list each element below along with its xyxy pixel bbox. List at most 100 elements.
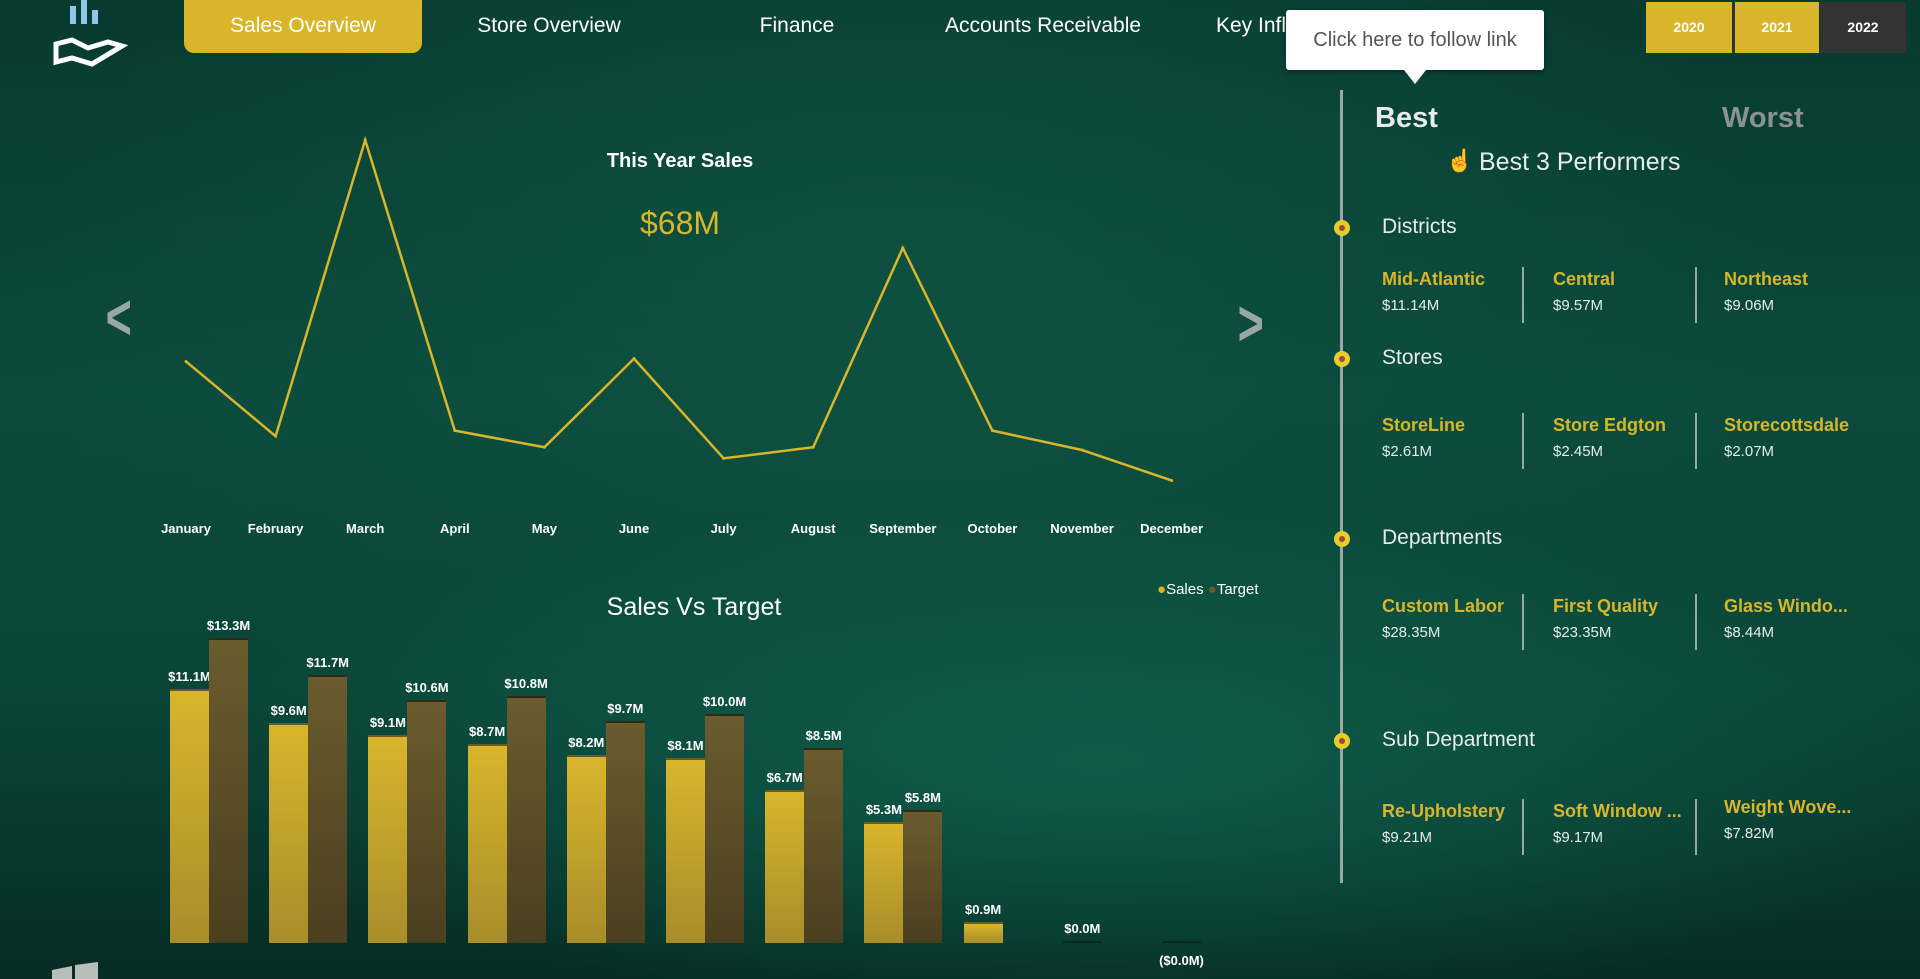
timeline-dot — [1334, 531, 1350, 547]
sales-data-label: $5.3M — [865, 801, 902, 817]
hand-cursor-icon: ☝ — [1446, 148, 1474, 173]
target-bar[interactable] — [407, 700, 447, 943]
target-data-label: $10.0M — [702, 694, 747, 709]
tab-accounts-receivable[interactable]: Accounts Receivable — [944, 14, 1142, 37]
column-divider — [1695, 413, 1697, 469]
sales-bar[interactable] — [467, 743, 507, 943]
sales-data-label: $9.6M — [270, 703, 307, 719]
sales-data-label: $0.9M — [965, 902, 1002, 918]
month-label: September — [869, 521, 937, 536]
month-label: January — [161, 521, 211, 536]
performer-name[interactable]: Soft Window ... — [1553, 801, 1682, 821]
sales-bar[interactable] — [1162, 941, 1201, 943]
sales-data-label: $11.1M — [168, 668, 211, 684]
target-bar[interactable] — [506, 695, 546, 943]
sales-bar[interactable] — [269, 723, 309, 943]
line-point[interactable] — [184, 359, 188, 363]
sales-bar[interactable] — [368, 734, 408, 943]
sales-data-label: $8.2M — [568, 735, 605, 751]
section-title: Districts — [1382, 215, 1457, 238]
chevron-right-icon[interactable]: > — [1237, 287, 1264, 359]
line-point[interactable] — [453, 429, 457, 433]
line-point[interactable] — [1170, 478, 1174, 482]
sales-bar[interactable] — [864, 821, 904, 943]
target-bar[interactable] — [209, 638, 248, 943]
performer-name[interactable]: Mid-Atlantic — [1382, 269, 1485, 289]
performer-value: $9.06M — [1724, 297, 1775, 314]
line-chart — [184, 135, 1174, 482]
tab-finance[interactable]: Finance — [759, 14, 835, 37]
timeline-dot — [1334, 351, 1350, 367]
column-divider — [1695, 594, 1697, 650]
target-data-label: $10.8M — [504, 675, 548, 691]
performer-name[interactable]: Storecottsdale — [1724, 415, 1850, 435]
target-data-label: $8.5M — [805, 728, 842, 744]
line-chart-title: This Year Sales — [606, 150, 754, 172]
target-bar[interactable] — [804, 748, 844, 943]
total-sales-value: $68M — [639, 205, 721, 241]
sales-bar[interactable] — [765, 789, 805, 943]
performer-name[interactable]: Glass Windo... — [1724, 596, 1848, 616]
sales-bar[interactable] — [170, 688, 209, 943]
target-bar[interactable] — [308, 675, 348, 943]
year-2022-button[interactable]: 2022 — [1820, 2, 1906, 53]
legend-sales-dot: ● — [1157, 581, 1167, 598]
timeline-dot — [1334, 220, 1350, 236]
performer-name[interactable]: Weight Wove... — [1724, 797, 1852, 817]
target-data-label: $13.3M — [206, 618, 251, 634]
sales-data-label: $9.1M — [369, 714, 406, 730]
line-point[interactable] — [542, 445, 546, 449]
target-bar[interactable] — [705, 714, 744, 943]
chevron-left-icon[interactable]: < — [105, 281, 132, 353]
year-2020-button[interactable]: 2020 — [1646, 2, 1732, 53]
column-divider — [1522, 799, 1524, 855]
month-label: February — [247, 521, 304, 536]
target-data-label: $11.7M — [306, 655, 350, 671]
performer-name[interactable]: Central — [1553, 269, 1616, 289]
month-label: July — [710, 521, 737, 536]
link-tooltip: Click here to follow link — [1286, 10, 1544, 84]
worst-toggle[interactable]: Worst — [1722, 102, 1804, 134]
panel-subtitle: Best 3 Performers — [1479, 148, 1681, 176]
performer-name[interactable]: StoreLine — [1382, 415, 1466, 435]
sales-data-label: $8.7M — [469, 723, 506, 739]
performer-name[interactable]: First Quality — [1553, 596, 1659, 616]
sales-bar[interactable] — [963, 922, 1003, 943]
target-bar[interactable] — [903, 810, 943, 943]
line-point[interactable] — [274, 434, 278, 438]
month-label: December — [1140, 521, 1204, 536]
sales-data-label: ($0.0M) — [1159, 953, 1204, 968]
performer-name[interactable]: Re-Upholstery — [1382, 801, 1506, 821]
target-data-label: $5.8M — [904, 790, 941, 806]
target-bar[interactable] — [605, 720, 645, 943]
year-2021-button[interactable]: 2021 — [1733, 2, 1819, 53]
line-point[interactable] — [632, 357, 636, 361]
month-label: April — [439, 521, 470, 536]
sales-bar[interactable] — [566, 755, 606, 943]
line-point[interactable] — [901, 246, 905, 250]
line-point[interactable] — [722, 456, 726, 460]
performer-value: $28.35M — [1382, 624, 1441, 641]
line-point[interactable] — [811, 445, 815, 449]
tab-key-influencers[interactable]: Key Infl — [1216, 14, 1287, 37]
sales-bar[interactable] — [1062, 941, 1102, 943]
performer-name[interactable]: Custom Labor — [1382, 596, 1505, 616]
section-title: Stores — [1382, 346, 1443, 369]
best-toggle[interactable]: Best — [1375, 102, 1438, 134]
performer-value: $7.82M — [1724, 825, 1775, 842]
performer-name[interactable]: Northeast — [1724, 269, 1809, 289]
tab-store-overview[interactable]: Store Overview — [477, 14, 621, 37]
month-label: March — [346, 521, 385, 536]
sales-line — [185, 135, 1173, 482]
line-point[interactable] — [363, 138, 367, 142]
line-point[interactable] — [1080, 448, 1084, 452]
column-divider — [1522, 267, 1524, 323]
line-point[interactable] — [990, 429, 994, 433]
performer-name[interactable]: Store Edgton — [1553, 415, 1666, 435]
performer-value: $9.57M — [1553, 297, 1604, 314]
sales-bar[interactable] — [666, 757, 705, 943]
target-data-label: $10.6M — [405, 680, 449, 696]
tab-sales-overview[interactable]: Sales Overview — [184, 0, 422, 53]
performer-value: $2.61M — [1382, 443, 1433, 460]
section-title: Sub Department — [1382, 728, 1535, 751]
